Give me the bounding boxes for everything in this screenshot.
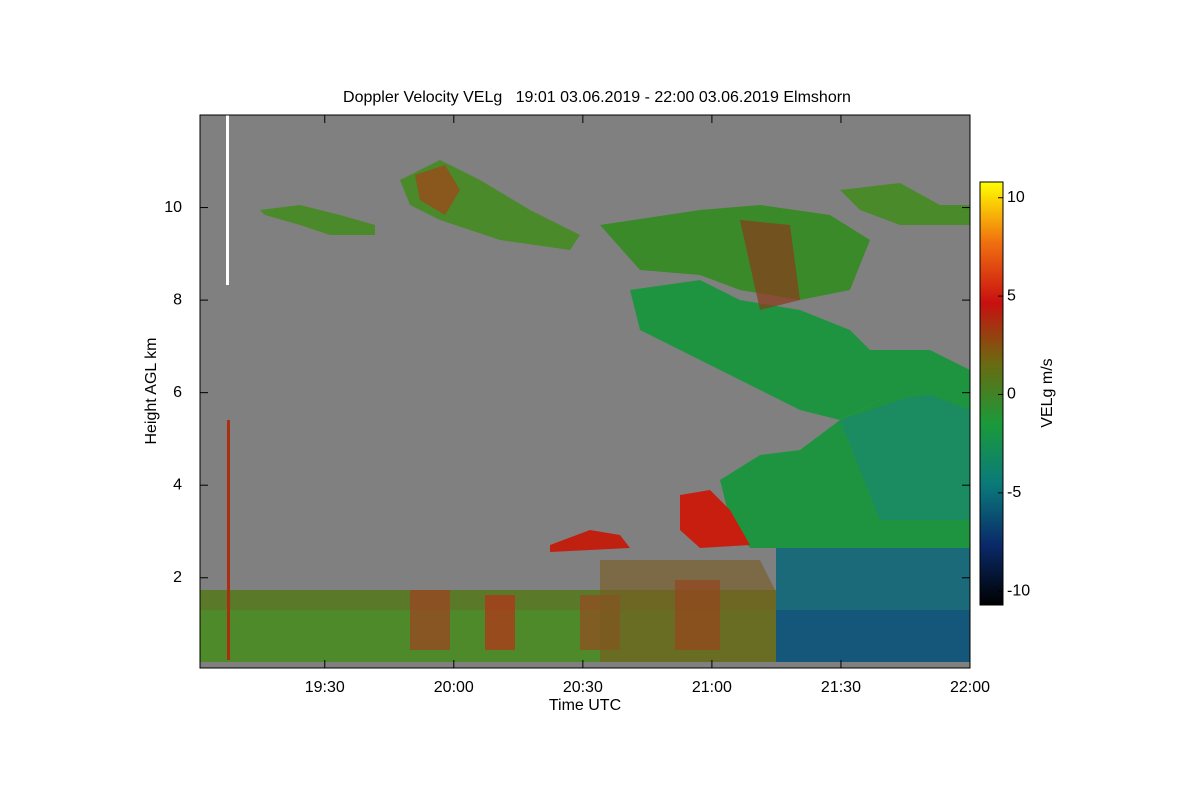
cirrus	[840, 183, 970, 225]
y-tick-label: 8	[173, 291, 182, 308]
colorbar-tick-label: -5	[1007, 484, 1021, 501]
upper-cloud	[740, 220, 800, 310]
upper-cloud	[630, 280, 970, 420]
y-tick-label: 10	[164, 199, 182, 216]
echo	[485, 595, 515, 650]
y-tick-label: 4	[173, 476, 182, 493]
velocity-field	[200, 115, 970, 662]
cirrus	[260, 205, 375, 235]
chart-title: Doppler Velocity VELg 19:01 03.06.2019 -…	[343, 89, 851, 106]
x-tick-label: 21:30	[821, 679, 861, 696]
colorbar-tick-label: -10	[1007, 582, 1030, 599]
x-tick-label: 19:30	[305, 679, 345, 696]
y-tick-label: 2	[173, 569, 182, 586]
low-jet-core	[776, 610, 970, 662]
x-tick-label: 21:00	[692, 679, 732, 696]
plot-frame	[199, 114, 971, 669]
y-axis-title: Height AGL km	[143, 337, 160, 444]
mid-cloud	[840, 390, 970, 520]
colorbar-title: VELg m/s	[1039, 358, 1056, 427]
x-axis-title: Time UTC	[549, 697, 621, 714]
x-tick-label: 22:00	[950, 679, 990, 696]
colorbar-tick-label: 0	[1007, 386, 1016, 403]
x-tick-label: 20:00	[434, 679, 474, 696]
red-cell	[550, 530, 630, 552]
colorbar	[979, 181, 1004, 606]
cirrus	[415, 165, 460, 215]
colorbar-tick-label: 5	[1007, 287, 1016, 304]
y-tick-label: 6	[173, 384, 182, 401]
red-cell	[680, 490, 750, 548]
artifact	[227, 420, 230, 660]
artifact	[226, 115, 229, 285]
x-tick-label: 20:30	[563, 679, 603, 696]
colorbar-tick-label: 10	[1007, 189, 1025, 206]
upper-cloud	[600, 205, 870, 300]
echo	[600, 560, 780, 662]
echo	[410, 590, 450, 650]
